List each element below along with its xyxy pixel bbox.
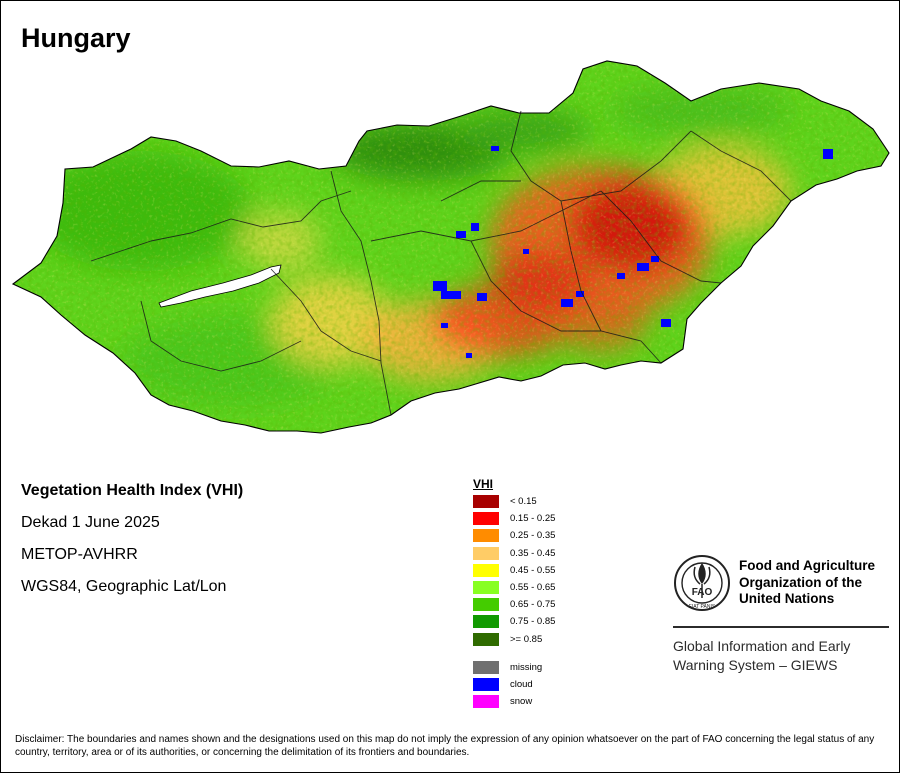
legend-label: cloud [510, 679, 533, 690]
legend-swatch [473, 615, 499, 629]
legend-swatch [473, 695, 499, 709]
legend-label: 0.45 - 0.55 [510, 564, 556, 576]
map-title: Hungary [21, 23, 131, 53]
fao-logo-icon: FAO FIAT PANIS [674, 555, 730, 611]
time-period: Dekad 1 June 2025 [21, 514, 160, 531]
org-name-line: Organization of the [739, 574, 862, 590]
legend-label: snow [510, 696, 533, 708]
legend-swatch [473, 678, 499, 691]
system-name-line: Global Information and Early [673, 638, 851, 654]
legend-label: < 0.15 [510, 496, 537, 507]
lake-balaton [158, 264, 282, 308]
system-name-line: Warning System – GIEWS [673, 657, 838, 673]
legend-label: 0.35 - 0.45 [510, 547, 556, 559]
legend: VHI < 0.15 0.15 - 0.25 0.25 - 0.35 0.35 - 0… [473, 477, 555, 709]
legend-title: VHI [473, 477, 494, 491]
sensor-name: METOP-AVHRR [21, 546, 138, 563]
organization-name: Food and Agriculture Organization of the… [739, 558, 875, 608]
system-name: Global Information and Early Warning Sys… [673, 637, 850, 675]
map-canvas [1, 1, 899, 471]
divider [673, 626, 889, 628]
legend-swatch [473, 660, 499, 674]
legend-swatch [473, 529, 499, 543]
svg-text:FAO: FAO [692, 587, 713, 598]
org-name-line: United Nations [739, 591, 835, 606]
projection: WGS84, Geographic Lat/Lon [21, 578, 227, 595]
legend-label: 0.65 - 0.75 [510, 599, 556, 611]
legend-swatch [473, 563, 499, 577]
legend-label: missing [510, 661, 543, 673]
legend-swatch [473, 546, 499, 560]
legend-label: 0.25 - 0.35 [510, 530, 556, 542]
legend-swatch [473, 598, 499, 612]
legend-label: 0.55 - 0.65 [510, 582, 556, 593]
legend-swatch [473, 512, 499, 526]
legend-swatch [473, 495, 499, 508]
disclaimer: Disclaimer: The boundaries and names sho… [15, 734, 875, 758]
legend-swatch [473, 632, 499, 646]
svg-text:FIAT PANIS: FIAT PANIS [689, 604, 716, 610]
country-border [11, 60, 890, 434]
legend-label: 0.75 - 0.85 [510, 616, 556, 628]
cloud-patches [433, 146, 833, 358]
vhi-raster-map [11, 60, 890, 434]
map-info: Vegetation Health Index (VHI) Dekad 1 Ju… [21, 481, 243, 609]
raster-layer [13, 61, 889, 433]
county-boundaries [90, 110, 792, 416]
legend-swatch [473, 581, 499, 594]
legend-label: 0.15 - 0.25 [510, 513, 556, 525]
org-name-line: Food and Agriculture [739, 558, 875, 573]
legend-label: >= 0.85 [510, 633, 543, 645]
product-name: Vegetation Health Index (VHI) [21, 482, 244, 499]
